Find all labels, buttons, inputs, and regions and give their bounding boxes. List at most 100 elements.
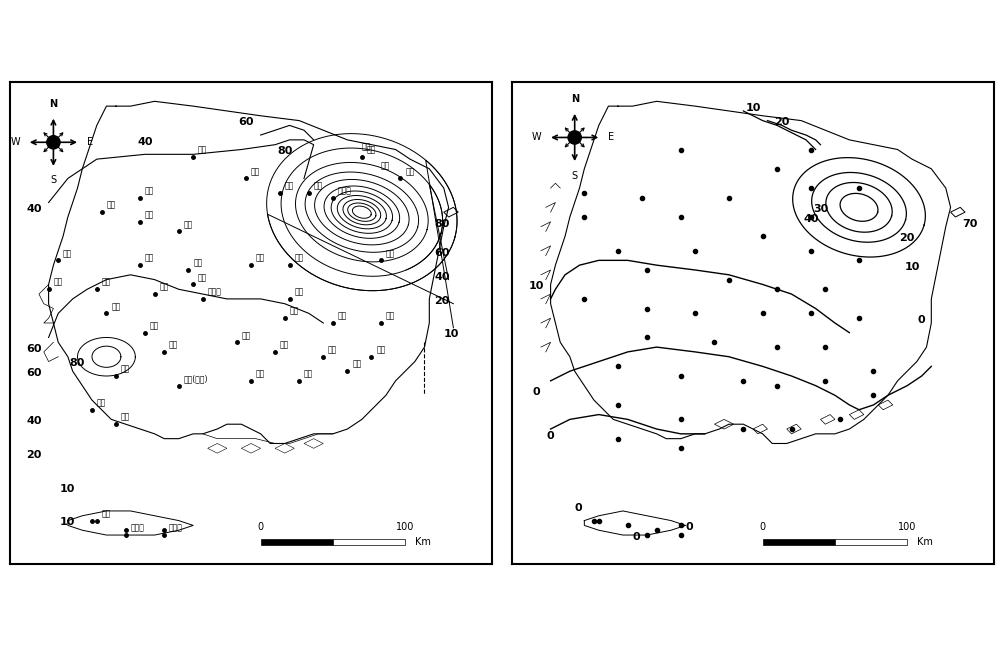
Text: 부산: 부산 (352, 360, 361, 369)
Text: 서울: 서울 (144, 186, 154, 195)
Text: 20: 20 (773, 118, 788, 127)
Text: 울산: 울산 (376, 346, 385, 354)
Text: 서산: 서산 (63, 249, 72, 258)
Text: 청주: 청주 (193, 258, 203, 267)
Text: 속초: 속초 (366, 145, 375, 154)
Text: 전안: 전안 (144, 254, 154, 263)
Text: 부여: 부여 (101, 278, 110, 287)
Text: 함양: 함양 (280, 340, 289, 349)
Text: 40: 40 (26, 416, 42, 426)
Text: 영덕: 영덕 (385, 249, 395, 258)
Text: 20: 20 (433, 296, 449, 306)
Text: 속초: 속초 (361, 143, 371, 152)
Bar (333, 539, 405, 545)
Text: S: S (571, 171, 577, 181)
Polygon shape (819, 415, 834, 424)
Text: 60: 60 (433, 247, 449, 258)
Text: 추풍양: 추풍양 (208, 287, 222, 297)
Text: Km: Km (414, 537, 430, 547)
Text: 40: 40 (26, 204, 42, 214)
Text: 10: 10 (443, 329, 458, 339)
Text: 인제: 인제 (313, 182, 323, 191)
Text: 서귀포: 서귀포 (130, 524, 144, 533)
Text: 해남: 해남 (120, 413, 130, 422)
Polygon shape (849, 410, 863, 419)
Text: 80: 80 (70, 359, 85, 368)
Text: 10: 10 (904, 262, 919, 272)
Text: 포항: 포항 (385, 311, 395, 320)
Text: 춘청: 춘청 (251, 167, 260, 176)
Text: 보은: 보은 (198, 273, 207, 282)
Text: 70: 70 (961, 218, 977, 229)
Text: 군산: 군산 (111, 302, 120, 311)
Text: 홍청: 홍청 (285, 182, 294, 191)
Text: W: W (11, 138, 20, 147)
Text: 창녕: 창녕 (96, 399, 106, 408)
Text: 10: 10 (528, 281, 544, 291)
Text: 40: 40 (802, 214, 817, 224)
Text: 10: 10 (744, 103, 760, 113)
Text: 강릉: 강릉 (381, 162, 390, 171)
Text: 노은: 노은 (53, 278, 62, 287)
Text: 80: 80 (433, 218, 449, 229)
Text: 100: 100 (897, 522, 916, 532)
Text: N: N (570, 94, 578, 104)
Text: 좌세르: 좌세르 (337, 186, 351, 195)
Text: 수원: 수원 (144, 211, 154, 220)
Text: 0: 0 (258, 522, 264, 532)
Text: E: E (86, 138, 92, 147)
Text: 0: 0 (759, 522, 765, 532)
Text: Km: Km (916, 537, 932, 547)
Text: 40: 40 (137, 137, 152, 147)
Text: 40: 40 (433, 271, 449, 282)
Text: 60: 60 (26, 368, 42, 378)
Text: 60: 60 (238, 118, 254, 127)
Text: 거제: 거제 (241, 331, 251, 340)
Text: 대구: 대구 (289, 307, 299, 316)
Text: 순천(주악): 순천(주악) (184, 374, 208, 383)
Text: 철원: 철원 (198, 145, 207, 154)
Polygon shape (752, 424, 766, 434)
Text: 성산포: 성산포 (169, 524, 183, 533)
Text: 입센: 입센 (169, 340, 179, 349)
Text: 앗산: 앗산 (184, 220, 193, 229)
Polygon shape (786, 424, 800, 434)
Text: E: E (607, 132, 614, 143)
Text: 60: 60 (26, 344, 42, 354)
Text: 영전: 영전 (337, 311, 347, 320)
Text: 마산: 마산 (304, 370, 313, 379)
Polygon shape (878, 400, 892, 410)
Bar (762, 539, 834, 545)
Text: 제주: 제주 (101, 509, 110, 518)
Text: 0: 0 (632, 532, 640, 542)
Text: 안동: 안동 (294, 254, 303, 263)
Text: 10: 10 (60, 484, 75, 494)
Polygon shape (714, 419, 733, 429)
Text: 0: 0 (917, 315, 925, 325)
Text: 대전: 대전 (159, 283, 169, 292)
Text: 0: 0 (574, 503, 582, 513)
Bar (261, 539, 333, 545)
Text: 미막: 미막 (328, 346, 337, 354)
Text: N: N (49, 99, 57, 109)
Text: W: W (532, 132, 541, 143)
Circle shape (568, 131, 581, 144)
Text: 30: 30 (812, 204, 827, 214)
Text: 구미: 구미 (294, 287, 303, 297)
Text: 문경: 문경 (256, 254, 265, 263)
Text: 0: 0 (685, 522, 692, 532)
Text: 광주: 광주 (120, 364, 130, 373)
Text: 20: 20 (899, 233, 914, 243)
Text: 20: 20 (26, 450, 42, 460)
Text: 0: 0 (547, 431, 554, 441)
Text: S: S (50, 176, 56, 185)
Text: 강릇: 강릇 (405, 167, 414, 176)
Circle shape (47, 136, 60, 149)
Bar (834, 539, 907, 545)
Text: 0: 0 (532, 388, 540, 397)
Text: 전주: 전주 (149, 321, 158, 330)
Text: 인천: 인천 (106, 201, 115, 210)
Text: 10: 10 (60, 517, 75, 527)
Text: 80: 80 (277, 147, 292, 156)
Text: 진주: 진주 (256, 370, 265, 379)
